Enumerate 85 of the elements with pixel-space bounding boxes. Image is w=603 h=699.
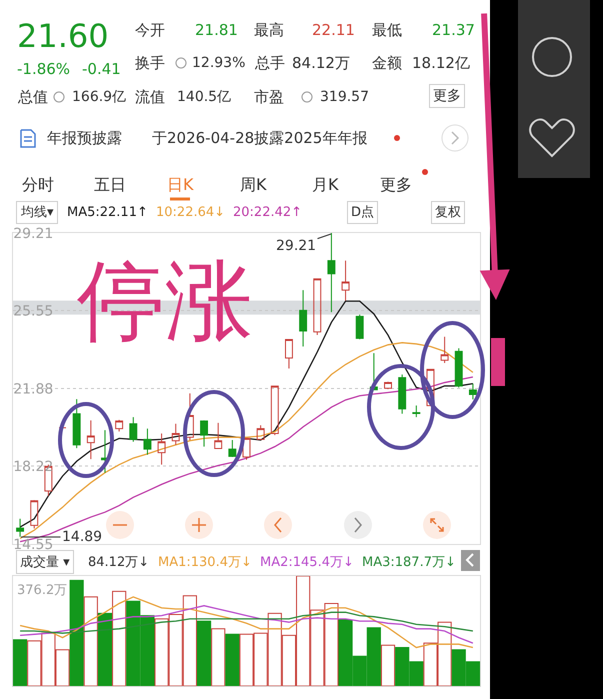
y-tick-label: 21.88: [13, 381, 54, 398]
text: 总手: [254, 54, 285, 72]
candlestick: [342, 260, 350, 302]
text: 市盈: [254, 88, 284, 106]
text: 金额: [372, 54, 402, 72]
candlestick: [440, 336, 449, 364]
text: MA2:145.4万↓: [260, 555, 354, 570]
bar: [13, 639, 28, 686]
candlestick: [72, 398, 81, 449]
bar: [84, 596, 98, 686]
text: -1.86%: [17, 60, 70, 78]
candlestick: [299, 290, 308, 347]
bar: [98, 612, 112, 686]
candlestick: [398, 374, 406, 414]
chart-title: 成交量 ▾: [20, 554, 70, 570]
candlestick: [172, 423, 180, 446]
text: 换手: [135, 54, 165, 72]
text: 21.81: [195, 21, 238, 39]
y-tick-label: 29.21: [13, 226, 54, 242]
candlestick: [270, 386, 279, 436]
candlestick: [412, 404, 420, 418]
text: 10:22.64↓: [156, 205, 226, 220]
candlestick: [200, 420, 208, 448]
text: 流值: [135, 88, 165, 106]
candlestick: [284, 339, 293, 370]
text: 22.11: [312, 21, 355, 39]
candlestick: [468, 383, 477, 400]
text: 月K: [312, 175, 339, 194]
bar: [211, 628, 226, 686]
text: MA3:187.7万↓: [362, 555, 456, 570]
text: 84.12万: [292, 54, 350, 72]
text: MA5:22.11↑: [67, 205, 148, 220]
candlestick: [30, 500, 38, 530]
candlestick: [356, 314, 364, 340]
bar: [70, 580, 84, 686]
candlestick: [158, 432, 166, 466]
candlestick: [115, 419, 124, 432]
annotation: 14.89: [62, 529, 102, 545]
text: 更多: [380, 175, 412, 194]
bar: [112, 590, 126, 686]
text: 日K: [167, 175, 194, 194]
candlestick: [129, 416, 138, 442]
bar: [380, 644, 396, 686]
candlestick: [16, 518, 24, 538]
y-tick-label: 14.55: [13, 536, 54, 553]
text: 12.93%: [192, 55, 246, 71]
candlestick: [256, 424, 265, 441]
text: 21.60: [17, 17, 109, 55]
text: D点: [351, 205, 374, 220]
text: -0.41: [82, 60, 121, 78]
text: 18.12亿: [412, 54, 470, 72]
candlestick: [242, 437, 250, 460]
text: 复权: [435, 205, 461, 220]
candlestick: [86, 420, 95, 460]
text: 319.57: [320, 89, 369, 105]
text: 最高: [254, 21, 284, 39]
text: 周K: [240, 175, 267, 194]
annotation: 29.21: [276, 238, 316, 254]
text: 分时: [22, 175, 54, 194]
candlestick: [214, 422, 222, 450]
text: 140.5亿: [177, 89, 232, 105]
annotation: 停涨: [77, 249, 253, 352]
chart-title: 均线▾: [20, 205, 54, 220]
y-tick-label: 25.55: [13, 304, 54, 320]
text: MA1:130.4万↓: [158, 555, 252, 570]
text: 年报预披露: [47, 129, 122, 147]
candlestick: [454, 348, 463, 388]
text: 更多: [433, 88, 461, 104]
text: 最低: [372, 21, 402, 39]
candlestick: [384, 381, 392, 390]
annotation: 376.2万: [17, 583, 68, 598]
candlestick: [228, 440, 236, 458]
text: 84.12万↓: [88, 555, 150, 570]
text: 166.9亿: [72, 89, 126, 105]
candlestick: [327, 233, 336, 313]
candlestick: [143, 428, 152, 456]
candlestick: [313, 278, 322, 336]
bar: [225, 634, 240, 686]
text: 总值: [17, 88, 48, 106]
text: 今开: [135, 21, 165, 39]
text: 20:22.42↑: [233, 205, 302, 220]
text: 21.37: [432, 21, 475, 39]
text: 于2026-04-28披露2025年年报: [152, 129, 368, 147]
bar: [196, 620, 212, 686]
text: 五日: [94, 175, 126, 194]
